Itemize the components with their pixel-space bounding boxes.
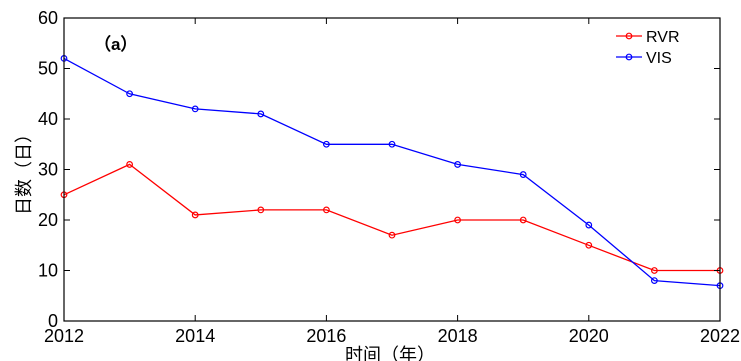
plot-frame [63, 17, 721, 322]
y-axis-title: 日数（日） [14, 125, 35, 215]
axes-layer: 2012 2014 2016 2018 2020 2022 0 10 20 30 40 50 60 [38, 8, 740, 346]
y-tick-label: 0 [48, 311, 58, 331]
data-point-vis [519, 171, 527, 178]
data-point-vis [454, 161, 462, 168]
series-line-vis [63, 57, 721, 287]
legend-label-rvr: RVR [646, 29, 680, 46]
data-point-rvr [191, 211, 199, 219]
y-tick-label: 40 [38, 109, 58, 129]
legend-marker-vis [625, 53, 633, 61]
x-axis-title: 时间（年） [345, 345, 435, 361]
legend: RVR VIS [616, 29, 680, 67]
data-point-vis [651, 277, 658, 285]
data-point-vis [585, 221, 593, 229]
data-point-vis [126, 90, 134, 98]
panel-label: （a） [94, 34, 137, 54]
x-tick-label: 2020 [569, 326, 609, 346]
data-point-rvr [651, 267, 658, 274]
y-tick-label: 50 [38, 59, 58, 79]
data-point-vis [388, 140, 396, 148]
data-point-rvr [126, 161, 134, 168]
x-tick-label: 2016 [306, 326, 346, 346]
legend-label-vis: VIS [646, 50, 672, 67]
data-point-rvr [585, 241, 593, 249]
series-line-rvr [63, 163, 720, 272]
data-point-rvr [454, 216, 462, 224]
x-tick-label: 2022 [700, 326, 740, 346]
x-tick-label: 2018 [438, 326, 478, 346]
data-point-vis [191, 105, 199, 113]
data-point-rvr [519, 216, 527, 224]
y-tick-label: 10 [38, 261, 58, 281]
data-point-rvr [323, 206, 330, 214]
data-point-vis [257, 110, 265, 118]
data-point-rvr [388, 231, 396, 239]
y-tick-label: 30 [38, 160, 58, 180]
y-tick-label: 20 [38, 210, 58, 230]
data-point-rvr [257, 206, 265, 214]
x-tick-label: 2012 [44, 326, 84, 346]
data-point-vis [323, 140, 330, 148]
y-tick-label: 60 [38, 8, 58, 28]
legend-marker-rvr [625, 32, 633, 40]
marks-layer [60, 55, 724, 290]
x-tick-label: 2014 [175, 326, 215, 346]
